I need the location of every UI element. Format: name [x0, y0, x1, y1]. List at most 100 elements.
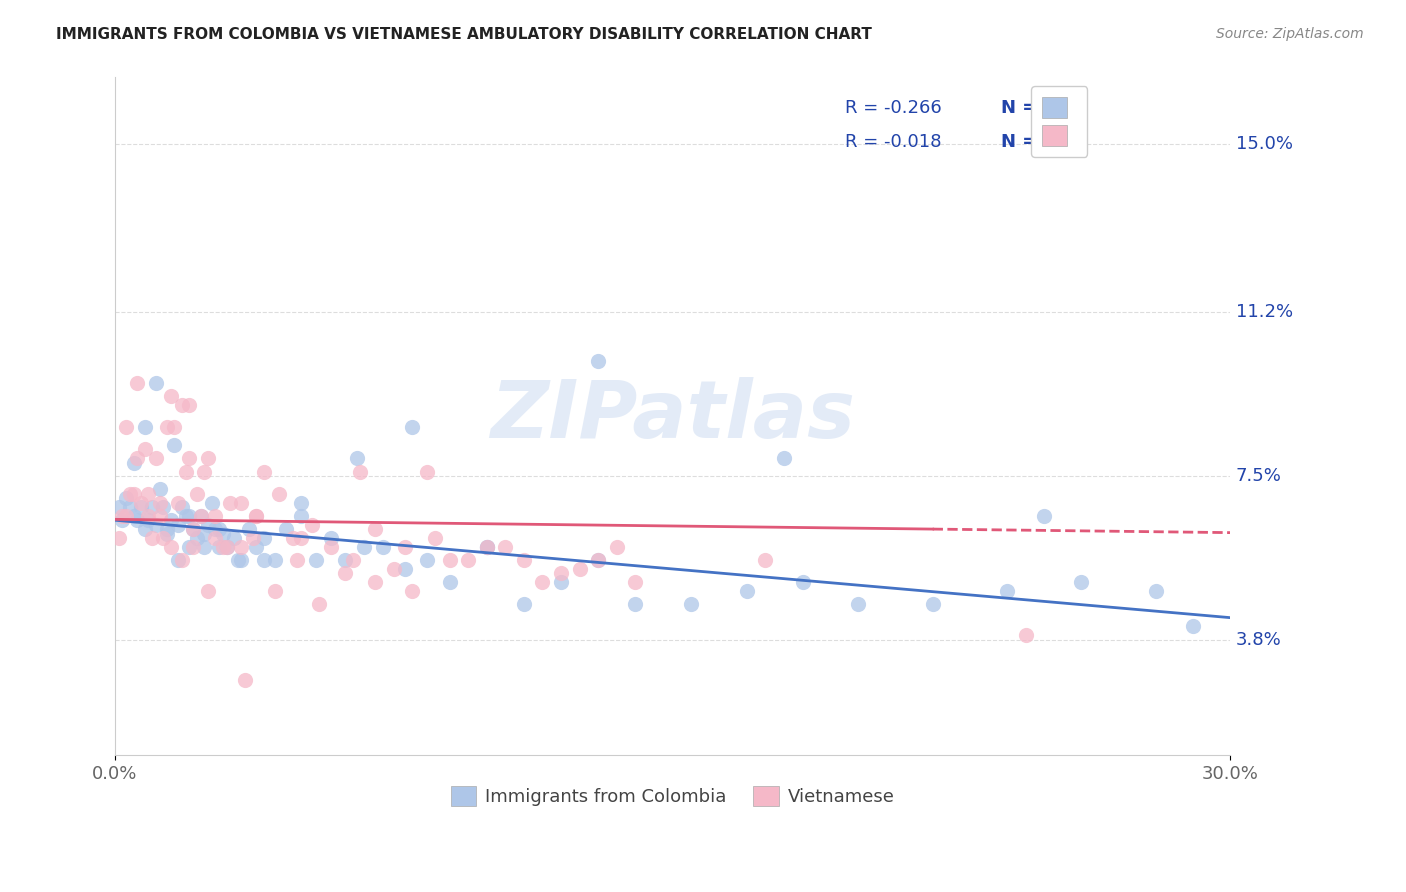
Point — [231, 540, 253, 554]
Point — [159, 389, 181, 403]
Point — [921, 598, 943, 612]
Point — [231, 553, 253, 567]
Point — [208, 540, 231, 554]
Point — [138, 508, 160, 523]
Point — [290, 531, 312, 545]
Point — [122, 486, 145, 500]
Point — [401, 584, 423, 599]
Point — [457, 553, 479, 567]
Point — [290, 508, 312, 523]
Point — [149, 495, 172, 509]
Point — [111, 508, 134, 523]
Point — [586, 553, 609, 567]
Point — [342, 553, 364, 567]
Point — [156, 420, 179, 434]
Point — [494, 540, 516, 554]
Point — [215, 540, 238, 554]
Point — [305, 553, 328, 567]
Point — [186, 486, 208, 500]
Point — [238, 522, 260, 536]
Point — [531, 575, 554, 590]
Point — [174, 508, 197, 523]
Point — [550, 566, 572, 581]
Point — [335, 566, 357, 581]
Point — [204, 522, 226, 536]
Point — [319, 540, 342, 554]
Text: R = -0.018: R = -0.018 — [845, 133, 942, 151]
Point — [253, 553, 276, 567]
Point — [208, 522, 231, 536]
Point — [222, 531, 245, 545]
Legend: Immigrants from Colombia, Vietnamese: Immigrants from Colombia, Vietnamese — [443, 779, 901, 814]
Point — [152, 531, 174, 545]
Point — [197, 451, 219, 466]
Point — [170, 500, 193, 514]
Text: 11.2%: 11.2% — [1236, 303, 1292, 321]
Point — [163, 438, 186, 452]
Point — [204, 531, 226, 545]
Point — [138, 513, 160, 527]
Point — [681, 598, 703, 612]
Point — [156, 526, 179, 541]
Point — [382, 562, 405, 576]
Point — [513, 553, 536, 567]
Point — [439, 575, 461, 590]
Point — [319, 531, 342, 545]
Point — [219, 495, 242, 509]
Point — [416, 465, 439, 479]
Point — [193, 465, 215, 479]
Point — [301, 517, 323, 532]
Point — [201, 495, 224, 509]
Point — [394, 540, 416, 554]
Point — [141, 531, 163, 545]
Point — [186, 531, 208, 545]
Point — [145, 376, 167, 390]
Point — [190, 508, 212, 523]
Point — [364, 575, 387, 590]
Point — [152, 500, 174, 514]
Point — [174, 465, 197, 479]
Point — [586, 354, 609, 368]
Point — [181, 522, 204, 536]
Point — [475, 540, 498, 554]
Point — [156, 522, 179, 536]
Point — [107, 500, 129, 514]
Point — [1181, 619, 1204, 633]
Point — [118, 486, 141, 500]
Point — [735, 584, 758, 599]
Point — [197, 584, 219, 599]
Point — [283, 531, 305, 545]
Point — [754, 553, 776, 567]
Point — [179, 540, 201, 554]
Point — [346, 451, 368, 466]
Point — [170, 553, 193, 567]
Point — [624, 575, 647, 590]
Point — [245, 508, 267, 523]
Point — [167, 495, 190, 509]
Point — [606, 540, 628, 554]
Point — [226, 553, 249, 567]
Point — [134, 442, 156, 457]
Point — [263, 584, 285, 599]
Point — [197, 517, 219, 532]
Point — [107, 531, 129, 545]
Point — [211, 540, 233, 554]
Point — [145, 451, 167, 466]
Point — [179, 508, 201, 523]
Point — [122, 508, 145, 523]
Point — [792, 575, 814, 590]
Point — [167, 553, 190, 567]
Point — [122, 456, 145, 470]
Point — [274, 522, 297, 536]
Point — [253, 465, 276, 479]
Point — [624, 598, 647, 612]
Point — [475, 540, 498, 554]
Point — [115, 508, 138, 523]
Point — [995, 584, 1018, 599]
Text: Source: ZipAtlas.com: Source: ZipAtlas.com — [1216, 27, 1364, 41]
Point — [211, 526, 233, 541]
Point — [513, 598, 536, 612]
Point — [1033, 508, 1056, 523]
Text: R = -0.266: R = -0.266 — [845, 99, 942, 117]
Point — [179, 398, 201, 412]
